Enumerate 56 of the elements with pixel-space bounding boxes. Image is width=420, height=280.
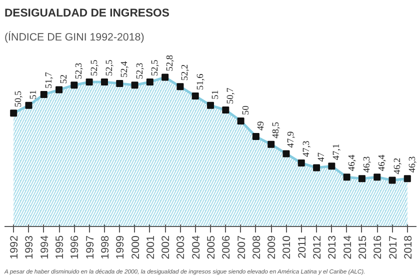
x-tick-label: 1994 [38, 235, 51, 260]
x-tick-label: 2018 [402, 235, 414, 260]
x-tick-label: 2005 [206, 235, 218, 260]
data-label: 52,5 [90, 59, 100, 76]
x-tick-label: 1992 [8, 235, 21, 260]
x-tick-label: 2004 [190, 235, 202, 260]
data-label: 52,3 [135, 62, 146, 80]
data-label: 52,5 [150, 59, 160, 76]
data-label: 52,8 [166, 54, 176, 72]
x-tick-label: 2015 [356, 235, 369, 260]
x-tick-label: 2017 [387, 235, 400, 260]
data-label: 47,3 [302, 140, 312, 158]
x-tick-label: 2014 [342, 235, 354, 260]
data-label: 47,9 [286, 131, 297, 148]
data-label: 46,3 [362, 156, 372, 173]
x-tick-label: 2000 [130, 235, 142, 260]
x-tick-label: 2012 [312, 235, 324, 260]
x-tick-label: 1995 [54, 235, 66, 260]
data-label: 47 [317, 152, 328, 162]
data-label: 52,3 [74, 62, 85, 80]
data-label: 52,2 [180, 64, 191, 81]
data-label: 51 [211, 90, 221, 100]
x-tick-label: 2002 [160, 235, 172, 260]
data-label: 46,4 [347, 154, 358, 172]
chart-subtitle: (ÍNDICE DE GINI 1992-2018) [4, 30, 144, 44]
x-tick-label: 2016 [372, 235, 384, 260]
data-label: 50 [241, 105, 252, 115]
x-tick-label: 1998 [99, 235, 112, 260]
data-label: 52,4 [120, 60, 130, 78]
data-label: 50,5 [14, 90, 24, 108]
x-tick-label: 1996 [69, 235, 82, 260]
data-label: 46,2 [392, 158, 403, 174]
data-label: 49 [256, 120, 266, 131]
x-tick-label: 2011 [296, 235, 308, 258]
x-tick-label: 1997 [84, 235, 96, 260]
x-tick-label: 2009 [266, 235, 278, 260]
data-label: 46,3 [408, 156, 418, 173]
chart-title: DESIGUALDAD DE INGRESOS [4, 8, 170, 20]
x-tick-label: 2010 [281, 235, 294, 260]
data-label: 46,4 [378, 154, 388, 172]
data-label: 51,6 [196, 73, 206, 90]
x-tick-label: 2006 [220, 235, 233, 260]
x-tick-label: 1993 [24, 235, 36, 260]
data-label: 52 [60, 74, 70, 84]
data-label: 51 [29, 90, 40, 100]
x-tick-label: 1999 [114, 235, 127, 260]
data-label: 51,7 [44, 72, 54, 88]
data-label: 48,5 [272, 122, 282, 138]
x-tick-label: 2008 [250, 235, 263, 260]
x-tick-label: 2003 [175, 235, 188, 260]
data-label: 47,1 [332, 144, 342, 160]
data-label: 50,7 [226, 87, 236, 104]
x-tick-label: 2001 [144, 235, 157, 260]
x-tick-label: 2013 [326, 235, 339, 260]
data-label: 52,5 [104, 59, 115, 76]
x-tick-label: 2007 [236, 235, 248, 260]
